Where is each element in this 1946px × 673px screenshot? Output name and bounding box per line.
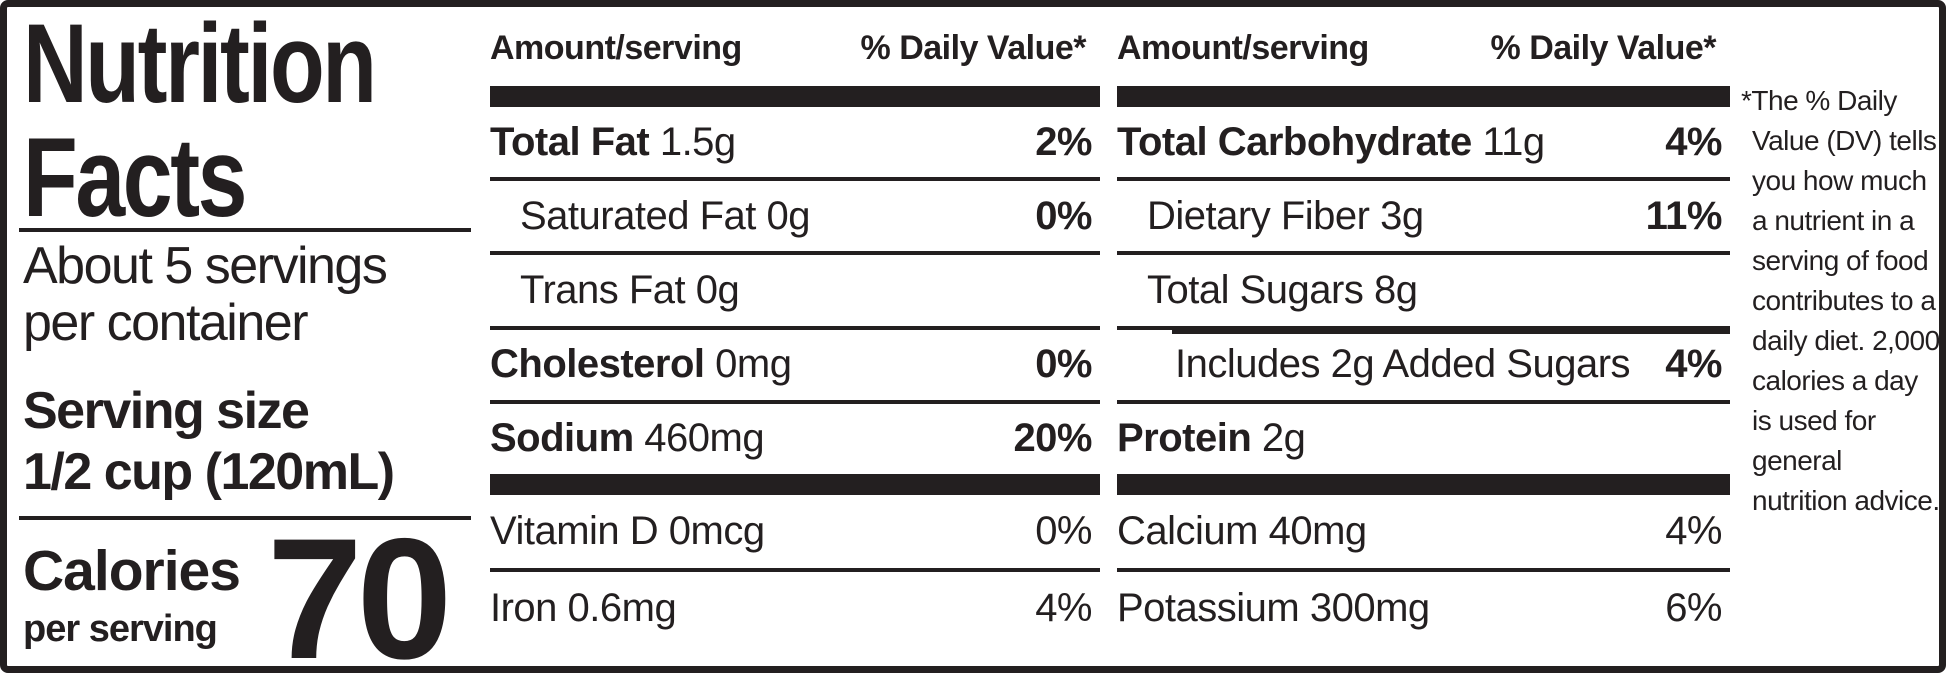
nutrient-row: Cholesterol 0mg 0% bbox=[490, 325, 1100, 400]
daily-value-percent: 0% bbox=[1035, 342, 1092, 387]
nutrient-name-and-amount: Saturated Fat 0g bbox=[520, 193, 810, 238]
micronutrient-row: Calcium 40mg 4% bbox=[1117, 495, 1730, 568]
calories-section: Calories per serving bbox=[23, 539, 241, 650]
column-header: Amount/serving % Daily Value* bbox=[490, 29, 1100, 68]
daily-value-percent: 4% bbox=[1665, 509, 1722, 553]
nutrient-name-and-amount: Cholesterol 0mg bbox=[490, 342, 792, 387]
daily-value-header: % Daily Value* bbox=[1490, 29, 1717, 67]
nutrient-column-1: Amount/serving % Daily Value* Total Fat … bbox=[490, 7, 1100, 666]
daily-value-percent: 4% bbox=[1035, 586, 1092, 630]
calories-label: Calories bbox=[23, 539, 241, 603]
micronutrient-rows: Calcium 40mg 4% Potassium 300mg 6% bbox=[1117, 495, 1730, 645]
nutrient-name-and-amount: Includes 2g Added Sugars bbox=[1175, 342, 1631, 387]
nutrient-name-and-amount: Iron 0.6mg bbox=[490, 586, 677, 630]
nutrient-row: Total Carbohydrate 11g 4% bbox=[1117, 107, 1730, 177]
label-title-line2: Facts bbox=[23, 115, 247, 241]
servings-line1: About 5 servings bbox=[23, 237, 388, 295]
daily-value-percent: 4% bbox=[1665, 119, 1722, 164]
nutrient-name-and-amount: Potassium 300mg bbox=[1117, 586, 1430, 630]
nutrient-name-and-amount: Total Sugars 8g bbox=[1147, 268, 1418, 312]
nutrient-row: Sodium 460mg 20% bbox=[490, 399, 1100, 474]
daily-value-percent: 6% bbox=[1665, 586, 1722, 630]
daily-value-header: % Daily Value* bbox=[860, 29, 1087, 67]
amount-serving-header: Amount/serving bbox=[1117, 29, 1369, 67]
nutrient-row: Total Sugars 8g bbox=[1117, 251, 1730, 325]
servings-per-container: About 5 servings per container bbox=[23, 237, 388, 352]
nutrient-name-and-amount: Total Fat 1.5g bbox=[490, 119, 736, 164]
calories-value: 70 bbox=[267, 503, 452, 673]
nutrient-name-and-amount: Protein 2g bbox=[1117, 416, 1306, 461]
nutrient-row: Total Fat 1.5g 2% bbox=[490, 107, 1100, 177]
section-bar bbox=[490, 474, 1100, 495]
calories-sublabel: per serving bbox=[23, 608, 218, 650]
micronutrient-row: Potassium 300mg 6% bbox=[1117, 568, 1730, 645]
nutrient-name-and-amount: Trans Fat 0g bbox=[520, 268, 740, 312]
nutrient-name-and-amount: Total Carbohydrate 11g bbox=[1117, 119, 1545, 164]
header-bar bbox=[1117, 86, 1730, 107]
serving-size: Serving size 1/2 cup (120mL) bbox=[23, 381, 395, 503]
nutrient-name-and-amount: Dietary Fiber 3g bbox=[1147, 193, 1424, 238]
daily-value-percent: 0% bbox=[1035, 509, 1092, 553]
daily-value-percent: 11% bbox=[1645, 193, 1723, 238]
nutrient-name-and-amount: Calcium 40mg bbox=[1117, 509, 1367, 553]
nutrient-rows: Total Fat 1.5g 2% Saturated Fat 0g 0% Trans … bbox=[490, 107, 1100, 474]
nutrient-row: Saturated Fat 0g 0% bbox=[490, 177, 1100, 251]
amount-serving-header: Amount/serving bbox=[490, 29, 742, 67]
micronutrient-rows: Vitamin D 0mcg 0% Iron 0.6mg 4% bbox=[490, 495, 1100, 645]
divider bbox=[19, 228, 471, 232]
serving-size-label: Serving size bbox=[23, 382, 310, 440]
micronutrient-row: Vitamin D 0mcg 0% bbox=[490, 495, 1100, 568]
divider bbox=[19, 516, 471, 520]
daily-value-percent: 2% bbox=[1035, 119, 1092, 164]
label-title: Nutrition Facts bbox=[23, 1, 377, 241]
nutrient-row: Dietary Fiber 3g 11% bbox=[1117, 177, 1730, 251]
nutrient-name-and-amount: Sodium 460mg bbox=[490, 416, 765, 461]
daily-value-percent: 4% bbox=[1665, 342, 1722, 387]
nutrient-rows: Total Carbohydrate 11g 4% Dietary Fiber 3g… bbox=[1117, 107, 1730, 474]
nutrient-column-2: Amount/serving % Daily Value* Total Carb… bbox=[1117, 7, 1730, 666]
header-bar bbox=[490, 86, 1100, 107]
column-header: Amount/serving % Daily Value* bbox=[1117, 29, 1730, 68]
section-bar bbox=[1117, 474, 1730, 495]
micronutrient-row: Iron 0.6mg 4% bbox=[490, 568, 1100, 645]
daily-value-footnote: *The % Daily Value (DV) tells you how mu… bbox=[1741, 85, 1940, 516]
servings-line2: per container bbox=[23, 294, 309, 352]
nutrient-name-and-amount: Vitamin D 0mcg bbox=[490, 509, 765, 553]
nutrient-row: Trans Fat 0g bbox=[490, 251, 1100, 325]
nutrient-row: Protein 2g bbox=[1117, 399, 1730, 474]
serving-size-value: 1/2 cup (120mL) bbox=[23, 443, 395, 501]
daily-value-percent: 0% bbox=[1035, 193, 1092, 238]
nutrient-row: Includes 2g Added Sugars 4% bbox=[1117, 325, 1730, 400]
label-title-line1: Nutrition bbox=[23, 1, 377, 126]
daily-value-percent: 20% bbox=[1013, 416, 1092, 461]
